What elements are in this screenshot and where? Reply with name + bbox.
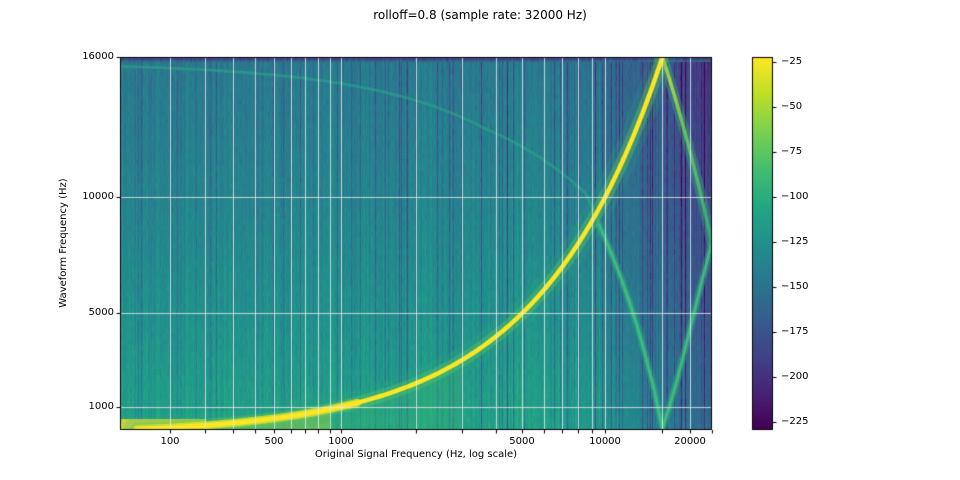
colorbar-tick-label: −100 — [781, 191, 809, 202]
colorbar-tick-label: −150 — [781, 281, 809, 292]
colorbar-tick-label: −125 — [781, 236, 809, 247]
y-tick-label: 1000 — [88, 401, 114, 412]
x-tick-label: 500 — [264, 436, 284, 447]
colorbar-tick-label: −225 — [781, 416, 809, 427]
x-tick-label: 1000 — [328, 436, 354, 447]
colorbar-tick-label: −50 — [781, 101, 803, 112]
colorbar-tick-label: −200 — [781, 371, 809, 382]
x-axis-label: Original Signal Frequency (Hz, log scale… — [314, 449, 518, 460]
x-tick-label: 20000 — [674, 436, 706, 447]
y-tick-label: 16000 — [82, 51, 114, 62]
x-tick-label: 10000 — [589, 436, 621, 447]
colorbar-tick-label: −175 — [781, 326, 809, 337]
y-tick-label: 5000 — [88, 307, 114, 318]
colorbar-tick-label: −25 — [781, 56, 803, 67]
x-tick-label: 5000 — [509, 436, 535, 447]
chart-title: rolloff=0.8 (sample rate: 32000 Hz) — [373, 8, 587, 22]
x-tick-label: 100 — [160, 436, 180, 447]
colorbar-tick-label: −75 — [781, 146, 803, 157]
y-tick-label: 10000 — [82, 191, 114, 202]
